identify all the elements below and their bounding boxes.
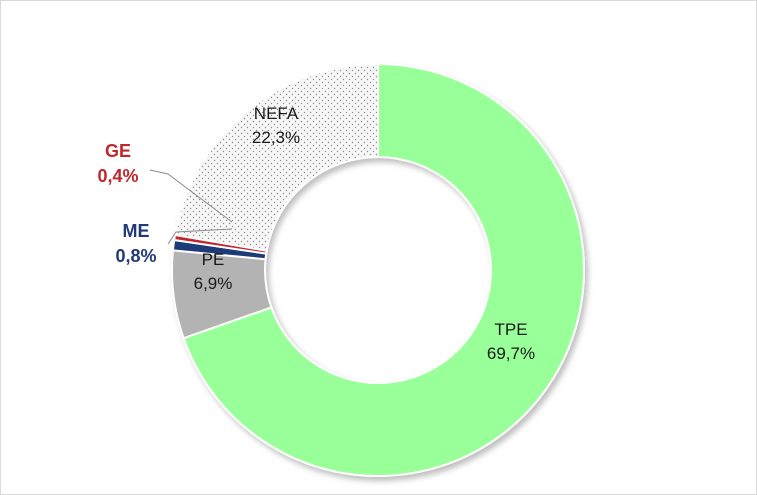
donut-slices [171,62,585,477]
slice-label-tpe: TPE [494,320,527,339]
slice-label-me: ME [123,221,150,241]
slice-value-me: 0,8% [115,246,156,266]
slice-value-tpe: 69,7% [487,344,535,363]
slice-tpe [182,62,585,477]
slice-label-pe: PE [202,250,225,269]
slice-label-nefa: NEFA [254,104,299,123]
slice-value-nefa: 22,3% [252,128,300,147]
leader-lines [149,169,233,245]
slice-value-ge: 0,4% [97,166,138,186]
leader-line-me [167,228,233,245]
leader-line-ge [149,169,233,223]
slice-label-ge: GE [105,141,131,161]
slice-nefa [173,62,379,252]
slice-value-pe: 6,9% [194,274,233,293]
